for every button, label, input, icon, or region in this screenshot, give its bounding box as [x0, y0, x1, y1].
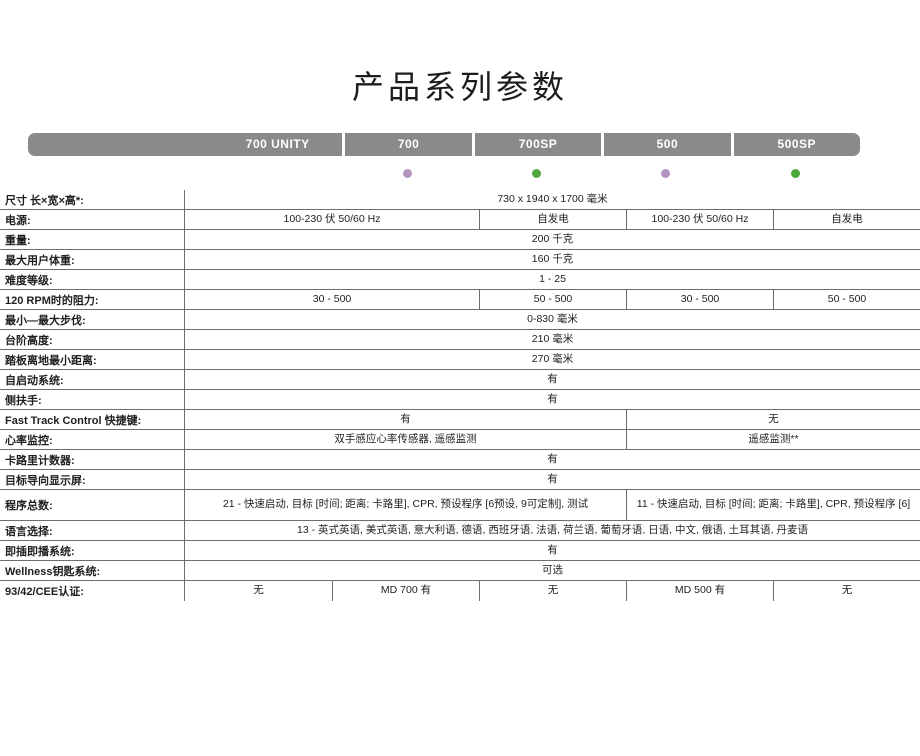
cell-value: 1 - 25 [539, 272, 566, 285]
status-dot-icon [790, 168, 800, 178]
cell-value: 11 - 快速启动, 目标 [时间; 距离; 卡路里], CPR, 预设程序 [… [626, 490, 920, 520]
header-label-column-spacer [28, 133, 213, 156]
table-row: 尺寸 长×宽×高*: 730 x 1940 x 1700 毫米 [0, 190, 920, 210]
table-row: 侧扶手: 有 [0, 390, 920, 410]
status-dot-icon [402, 168, 412, 178]
row-label: 程序总数: [0, 490, 185, 520]
product-header-row: 700 UNITY 700 700SP 500 500SP [28, 133, 860, 156]
row-label: 最大用户体重: [0, 250, 185, 269]
dot-cell [601, 156, 730, 190]
table-row: 难度等级: 1 - 25 [0, 270, 920, 290]
table-row: 最小—最大步伐: 0-830 毫米 [0, 310, 920, 330]
row-label: 目标导向显示屏: [0, 470, 185, 489]
table-row: 心率监控: 双手感应心率传感器, 遥感监测 遥感监测** [0, 430, 920, 450]
cell-value: 有 [547, 543, 558, 556]
column-header: 500SP [730, 133, 860, 156]
column-header: 700SP [471, 133, 602, 156]
table-row: 最大用户体重: 160 千克 [0, 250, 920, 270]
cell-value: 遥感监测** [626, 430, 920, 449]
table-row: 目标导向显示屏: 有 [0, 470, 920, 490]
row-label: 尺寸 长×宽×高*: [0, 190, 185, 209]
table-row: 踏板离地最小距离: 270 毫米 [0, 350, 920, 370]
cell-value: 30 - 500 [626, 290, 773, 309]
cell-value: 21 - 快速启动, 目标 [时间; 距离; 卡路里], CPR, 预设程序 [… [222, 498, 589, 511]
cell-value: 50 - 500 [479, 290, 626, 309]
cell-value: 100-230 伏 50/60 Hz [283, 212, 381, 225]
row-label: 120 RPM时的阻力: [0, 290, 185, 309]
dot-cell [342, 156, 471, 190]
table-row: 120 RPM时的阻力: 30 - 500 50 - 500 30 - 500 50 -… [0, 290, 920, 310]
table-row: Fast Track Control 快捷键: 有 无 [0, 410, 920, 430]
cell-value: 有 [400, 412, 411, 425]
dot-cell [472, 156, 601, 190]
cell-value: MD 500 有 [626, 581, 773, 601]
column-header: 500 [601, 133, 731, 156]
cell-value: 210 毫米 [531, 332, 574, 345]
row-label: 93/42/CEE认证: [0, 581, 185, 601]
table-row: 自启动系统: 有 [0, 370, 920, 390]
row-label: 卡路里计数器: [0, 450, 185, 469]
row-label: 电源: [0, 210, 185, 229]
row-label: 最小—最大步伐: [0, 310, 185, 329]
row-label: 重量: [0, 230, 185, 249]
column-header: 700 UNITY [245, 137, 310, 151]
cell-value: 可选 [542, 563, 563, 576]
cell-value: 无 [479, 581, 626, 601]
cell-value: 730 x 1940 x 1700 毫米 [497, 192, 608, 205]
header-segment: 700 UNITY [28, 133, 343, 156]
cell-value: 30 - 500 [312, 292, 352, 305]
spec-table: 尺寸 长×宽×高*: 730 x 1940 x 1700 毫米电源: 100-230… [0, 190, 920, 601]
cell-value: 有 [547, 472, 558, 485]
row-label: 即插即播系统: [0, 541, 185, 560]
cell-value: 无 [253, 584, 264, 597]
cell-value: MD 700 有 [332, 581, 479, 601]
table-row: 93/42/CEE认证: 无 MD 700 有无 MD 500 有无 [0, 581, 920, 601]
cell-value: 0-830 毫米 [527, 312, 578, 325]
table-row: 电源: 100-230 伏 50/60 Hz 自发电 100-230 伏 50/60 … [0, 210, 920, 230]
cell-value: 有 [547, 372, 558, 385]
cell-value: 50 - 500 [773, 290, 920, 309]
cell-value: 100-230 伏 50/60 Hz [626, 210, 773, 229]
cell-value: 13 - 英式英语, 美式英语, 意大利语, 德语, 西班牙语, 法语, 荷兰语… [296, 523, 809, 536]
row-label: 语言选择: [0, 521, 185, 540]
table-row: 台阶高度: 210 毫米 [0, 330, 920, 350]
column-header: 700 [342, 133, 472, 156]
cell-value: 200 千克 [531, 232, 574, 245]
row-label: 台阶高度: [0, 330, 185, 349]
table-row: 卡路里计数器: 有 [0, 450, 920, 470]
row-label: 难度等级: [0, 270, 185, 289]
product-dots-row [28, 156, 860, 190]
cell-value: 270 毫米 [531, 352, 574, 365]
cell-value: 无 [626, 410, 920, 429]
dot-cell [731, 156, 860, 190]
row-label: Wellness钥匙系统: [0, 561, 185, 580]
cell-value: 160 千克 [531, 252, 574, 265]
cell-value: 有 [547, 392, 558, 405]
cell-value: 自发电 [773, 210, 920, 229]
table-row: 程序总数: 21 - 快速启动, 目标 [时间; 距离; 卡路里], CPR, 预… [0, 490, 920, 521]
row-label: 侧扶手: [0, 390, 185, 409]
cell-value: 无 [773, 581, 920, 601]
row-label: Fast Track Control 快捷键: [0, 410, 185, 429]
status-dot-icon [531, 168, 541, 178]
table-row: 即插即播系统: 有 [0, 541, 920, 561]
row-label: 自启动系统: [0, 370, 185, 389]
cell-value: 自发电 [479, 210, 626, 229]
table-row: 语言选择: 13 - 英式英语, 美式英语, 意大利语, 德语, 西班牙语, 法语… [0, 521, 920, 541]
table-row: 重量: 200 千克 [0, 230, 920, 250]
table-row: Wellness钥匙系统: 可选 [0, 561, 920, 581]
cell-value: 有 [547, 452, 558, 465]
cell-value: 双手感应心率传感器, 遥感监测 [334, 432, 477, 445]
status-dot-icon [661, 168, 671, 178]
page-title: 产品系列参数 [351, 69, 568, 105]
row-label: 心率监控: [0, 430, 185, 449]
row-label: 踏板离地最小距离: [0, 350, 185, 369]
